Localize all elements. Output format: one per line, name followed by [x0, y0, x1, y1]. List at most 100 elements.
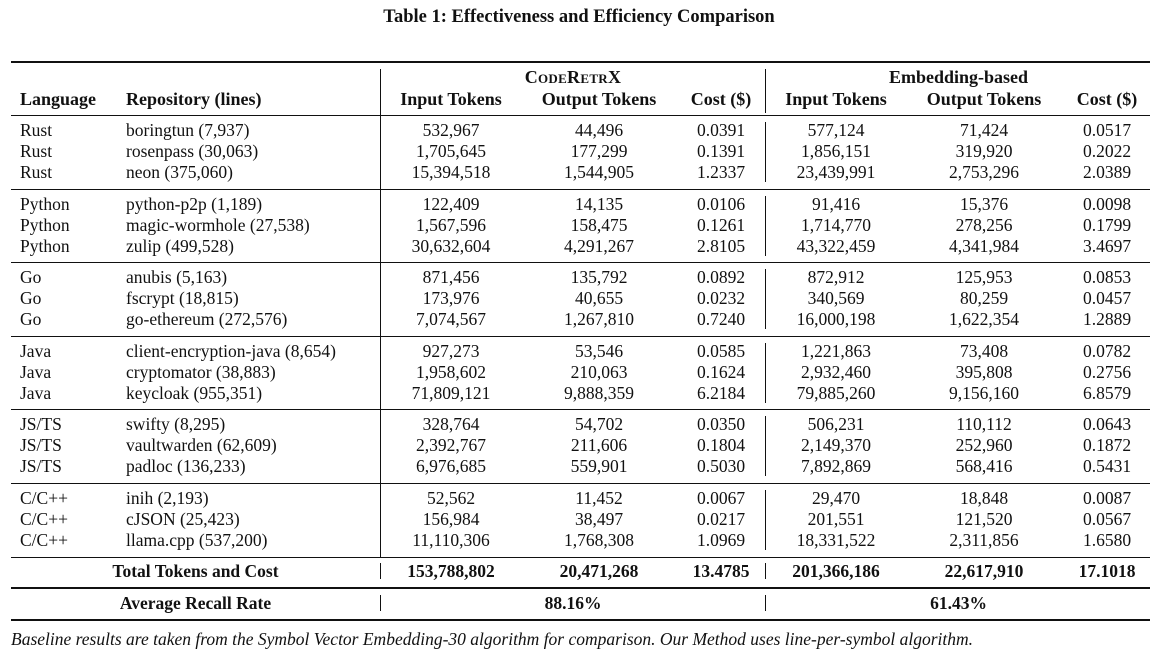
cell-e-output: 319,920 — [955, 141, 1013, 162]
cell-repository: keycloak (955,351) — [126, 383, 263, 404]
cell-repository: fscrypt (18,815) — [126, 288, 239, 309]
cell-e-input: 1,714,770 — [801, 215, 871, 236]
cell-e-cost: 1.6580 — [1082, 530, 1132, 551]
cell-c-input: 927,273 — [422, 341, 480, 361]
cell-c-cost: 0.0350 — [696, 414, 746, 434]
cell-language: C/C++ — [20, 488, 68, 508]
group-rule — [11, 262, 1150, 263]
group-divider — [765, 490, 766, 550]
cell-c-output: 158,475 — [570, 215, 628, 236]
cell-c-output: 177,299 — [570, 141, 628, 162]
cell-e-cost: 0.0457 — [1082, 288, 1132, 309]
cell-c-cost: 0.7240 — [696, 309, 746, 330]
cell-e-output: 110,112 — [956, 414, 1012, 434]
cell-e-cost: 0.0643 — [1082, 414, 1132, 434]
cell-c-cost: 0.0232 — [696, 288, 746, 309]
bottom-rule — [11, 619, 1150, 621]
cell-language: JS/TS — [20, 414, 62, 434]
cell-c-cost: 0.5030 — [696, 456, 746, 477]
cell-e-input: 1,221,863 — [801, 341, 871, 361]
cell-c-input: 6,976,685 — [416, 456, 486, 477]
cell-e-output: 1,622,354 — [949, 309, 1019, 330]
cell-language: C/C++ — [20, 530, 68, 551]
cell-repository: inih (2,193) — [126, 488, 209, 508]
cell-c-output: 210,063 — [570, 362, 628, 383]
cell-e-cost: 0.0782 — [1082, 341, 1132, 361]
cell-language: Go — [20, 288, 42, 309]
cell-language: Rust — [20, 141, 53, 162]
group-rule — [11, 483, 1150, 484]
cell-c-input: 52,562 — [426, 488, 476, 508]
cell-e-output: 252,960 — [955, 435, 1013, 456]
cell-c-output: 14,135 — [574, 194, 624, 214]
cell-c-cost: 0.1391 — [696, 141, 746, 162]
cell-language: Python — [20, 236, 70, 257]
cell-e-cost: 0.0098 — [1082, 194, 1132, 214]
total-e-output: 22,617,910 — [944, 561, 1024, 581]
cell-e-output: 395,808 — [955, 362, 1013, 383]
cell-e-cost: 6.8579 — [1082, 383, 1132, 404]
cell-repository: swifty (8,295) — [126, 414, 226, 434]
cell-e-input: 340,569 — [807, 288, 865, 309]
cell-c-cost: 2.8105 — [696, 236, 746, 257]
group-divider — [765, 69, 766, 113]
group-rule — [11, 189, 1150, 190]
cell-e-output: 568,416 — [955, 456, 1013, 477]
cell-c-input: 2,392,767 — [416, 435, 486, 456]
col-header-e-output: Output Tokens — [926, 89, 1042, 109]
cell-c-cost: 0.0067 — [696, 488, 746, 508]
cell-e-input: 201,551 — [807, 509, 865, 530]
cell-c-input: 156,984 — [422, 509, 480, 530]
cell-c-input: 122,409 — [422, 194, 480, 214]
cell-c-input: 30,632,604 — [411, 236, 491, 257]
group-divider — [765, 122, 766, 182]
col-header-c-output: Output Tokens — [541, 89, 657, 109]
cell-e-input: 2,932,460 — [801, 362, 871, 383]
cell-e-input: 23,439,991 — [796, 162, 876, 183]
cell-e-input: 872,912 — [807, 267, 865, 287]
total-e-cost: 17.1018 — [1078, 561, 1136, 581]
cell-c-output: 9,888,359 — [564, 383, 634, 404]
cell-e-output: 2,311,856 — [949, 530, 1019, 551]
cell-e-cost: 0.0853 — [1082, 267, 1132, 287]
cell-e-output: 4,341,984 — [949, 236, 1019, 257]
total-c-cost: 13.4785 — [692, 561, 750, 581]
header-rule — [11, 115, 1150, 116]
col-header-c-input: Input Tokens — [400, 89, 502, 109]
cell-e-output: 9,156,160 — [949, 383, 1019, 404]
cell-c-output: 559,901 — [570, 456, 628, 477]
cell-c-output: 1,267,810 — [564, 309, 634, 330]
cell-c-cost: 0.1804 — [696, 435, 746, 456]
cell-c-input: 1,958,602 — [416, 362, 486, 383]
cell-language: Java — [20, 383, 52, 404]
cell-language: Python — [20, 215, 70, 236]
cell-c-cost: 6.2184 — [696, 383, 746, 404]
cell-language: Java — [20, 362, 52, 383]
cell-c-output: 38,497 — [574, 509, 624, 530]
col-header-language: Language — [20, 89, 97, 109]
cell-c-cost: 0.1261 — [696, 215, 746, 236]
cell-c-output: 1,768,308 — [564, 530, 634, 551]
cell-e-input: 79,885,260 — [796, 383, 876, 404]
cell-c-cost: 0.0106 — [696, 194, 746, 214]
cell-e-output: 73,408 — [959, 341, 1009, 361]
cell-c-cost: 1.0969 — [696, 530, 746, 551]
cell-e-input: 1,856,151 — [801, 141, 871, 162]
cell-e-input: 91,416 — [811, 194, 861, 214]
cell-language: C/C++ — [20, 509, 68, 530]
cell-e-input: 16,000,198 — [796, 309, 876, 330]
cell-e-cost: 2.0389 — [1082, 162, 1132, 183]
cell-c-output: 53,546 — [574, 341, 624, 361]
cell-e-cost: 0.0517 — [1082, 120, 1132, 140]
cell-e-input: 2,149,370 — [801, 435, 871, 456]
cell-e-cost: 3.4697 — [1082, 236, 1132, 257]
cell-e-output: 278,256 — [955, 215, 1013, 236]
cell-e-input: 577,124 — [807, 120, 865, 140]
cell-c-input: 15,394,518 — [411, 162, 491, 183]
cell-e-input: 506,231 — [807, 414, 865, 434]
cell-repository: rosenpass (30,063) — [126, 141, 259, 162]
cell-repository: llama.cpp (537,200) — [126, 530, 268, 551]
cell-e-cost: 0.2756 — [1082, 362, 1132, 383]
cell-c-output: 40,655 — [574, 288, 624, 309]
cell-c-output: 211,606 — [570, 435, 628, 456]
